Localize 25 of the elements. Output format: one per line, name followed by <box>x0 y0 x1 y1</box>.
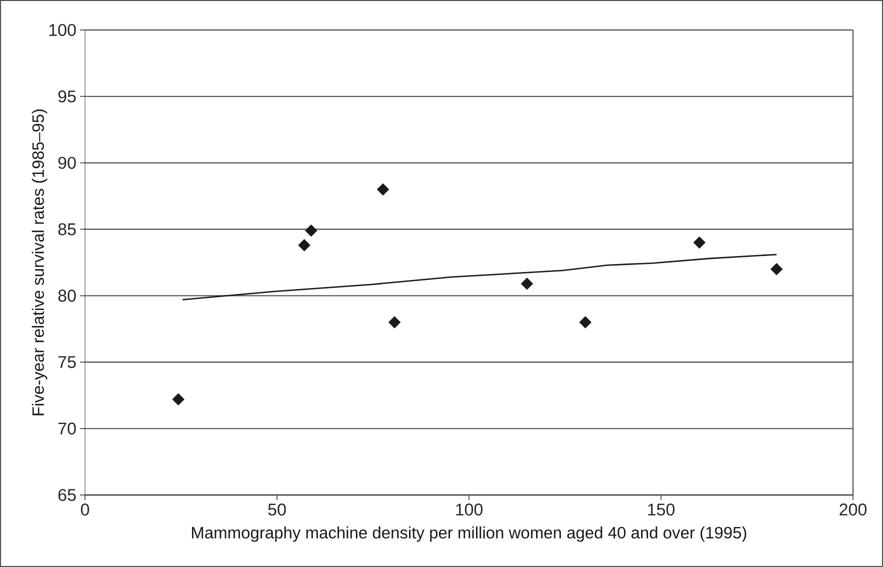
point <box>305 224 318 237</box>
y-axis-title: Five-year relative survival rates (1985–95) <box>32 110 48 416</box>
point <box>693 236 706 249</box>
y-tick-label: 70 <box>58 422 76 435</box>
point <box>579 316 592 328</box>
x-tick-label: 100 <box>456 504 483 516</box>
point <box>388 316 401 328</box>
line-series <box>182 254 778 300</box>
point <box>520 278 534 290</box>
point <box>376 183 390 196</box>
y-tick-label: 95 <box>58 90 76 102</box>
y-tick-label: 100 <box>49 24 76 36</box>
point <box>770 262 783 276</box>
x-tick-label: 0 <box>80 504 90 516</box>
x-tick-label: 150 <box>648 504 675 516</box>
point <box>298 239 310 252</box>
x-tick-label: 50 <box>268 504 286 516</box>
y-tick-label: 90 <box>58 156 76 169</box>
x-axis-title: Mammography machine density per million women aged 40 and over (1995) <box>192 526 746 542</box>
y-tick-label: 65 <box>58 488 76 502</box>
y-tick-label: 85 <box>58 223 76 236</box>
x-tick-label: 200 <box>840 504 867 516</box>
point <box>172 393 184 406</box>
y-tick-label: 80 <box>58 290 76 302</box>
y-tick-label: 75 <box>58 356 76 368</box>
